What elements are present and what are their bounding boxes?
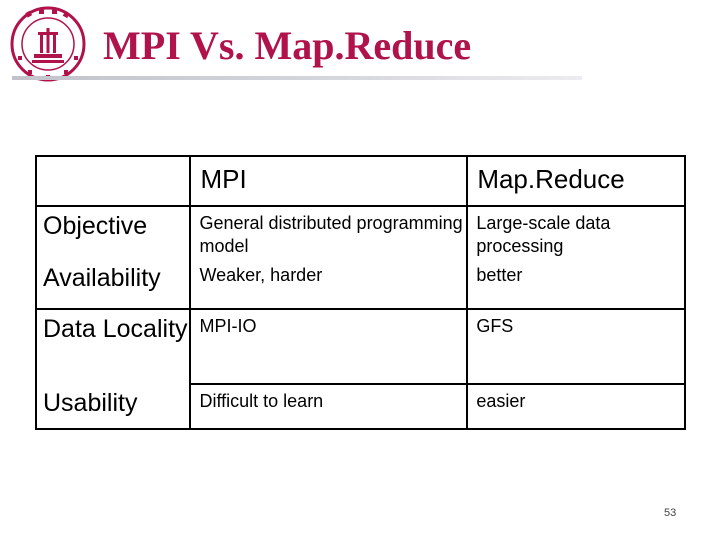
row-label-availability: Availability: [36, 259, 191, 310]
cell-availability-mapreduce: better: [466, 259, 685, 310]
row-label-data-locality: Data Locality: [43, 315, 188, 343]
cell-usability-mapreduce: easier: [466, 384, 685, 429]
table-header-empty: [36, 156, 191, 207]
university-seal-icon: [10, 6, 86, 82]
table-row: Availability Weaker, harder better: [36, 259, 685, 310]
cell-objective-mpi: General distributed programming model: [189, 206, 468, 259]
table-header-row: MPI Map.Reduce: [36, 156, 685, 207]
slide-title: MPI Vs. Map.Reduce: [103, 23, 472, 68]
cell-usability-mpi: Difficult to learn: [189, 384, 468, 429]
cell-availability-mpi: Weaker, harder: [189, 259, 468, 310]
table-row: Data Locality MPI-IO GFS: [36, 309, 685, 385]
title-divider: [12, 76, 582, 80]
table-row: Objective General distributed programmin…: [36, 206, 685, 259]
table-row: Usability Difficult to learn easier: [36, 384, 685, 429]
table-header-mapreduce: Map.Reduce: [466, 156, 685, 207]
table-header-mpi: MPI: [189, 156, 468, 207]
cell-objective-mapreduce: Large-scale data processing: [466, 206, 685, 259]
comparison-table: MPI Map.Reduce Objective General distrib…: [35, 155, 686, 430]
row-label-usability: Usability: [43, 389, 138, 417]
cell-data-locality-mpi: MPI-IO: [189, 309, 468, 385]
cell-data-locality-mapreduce: GFS: [466, 309, 685, 385]
page-number: 53: [664, 507, 677, 519]
row-label-objective: Objective: [43, 212, 148, 240]
